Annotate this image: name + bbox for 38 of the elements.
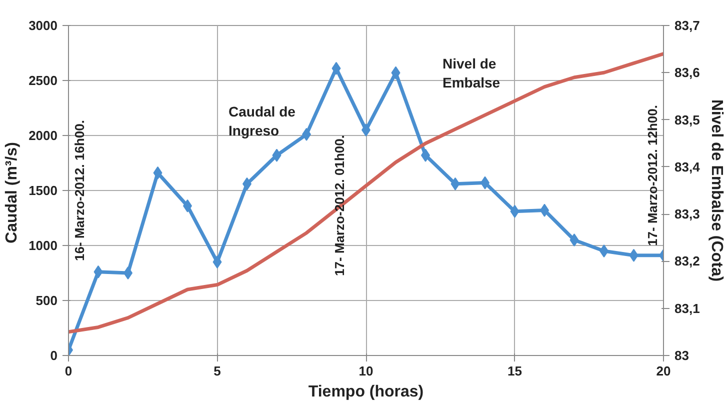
point <box>332 62 341 75</box>
y2-tick-label: 83,4 <box>674 159 701 174</box>
x-tick-label: 15 <box>508 364 522 378</box>
y2-tick-label: 83,5 <box>674 112 700 128</box>
y-tick-label: 500 <box>36 293 58 308</box>
point <box>212 256 222 268</box>
y-axis-title: Caudal (m³/s) <box>4 142 21 244</box>
y-tick-label: 3000 <box>28 18 58 33</box>
series-label: Nivel de Embalse <box>442 56 500 91</box>
series-label: Caudal de Ingreso <box>228 104 296 139</box>
x-axis-title: Tiempo (horas) <box>308 384 424 400</box>
x-tick-label: 20 <box>656 364 671 378</box>
y2-axis-title: Nivel de Embalse (Cota) <box>708 99 725 282</box>
point <box>272 148 282 162</box>
y2-tick-label: 83,1 <box>674 300 700 316</box>
y-tick-label: 2500 <box>28 73 58 88</box>
y2-tick-label: 83 <box>674 348 689 363</box>
point <box>570 234 579 246</box>
y2-tick-label: 83,6 <box>674 65 700 80</box>
x-tick-label: 10 <box>358 364 374 378</box>
y2-tick-label: 83,3 <box>674 206 700 222</box>
y-tick-label: 0 <box>50 348 58 363</box>
annotation: 16- Marzo-2012. 16h00. <box>72 120 87 261</box>
x-tick-label: 0 <box>64 364 72 378</box>
annotation: 17- Marzo-2012. 12h00. <box>645 105 660 246</box>
annotation: 17- Marzo-2012. 01h00. <box>332 135 347 276</box>
point <box>510 204 520 218</box>
x-tick-label: 5 <box>214 364 221 378</box>
point <box>450 177 460 190</box>
point <box>391 66 400 80</box>
point <box>629 248 638 262</box>
point <box>153 166 162 180</box>
y-tick-label: 1500 <box>28 183 58 198</box>
y-tick-label: 1000 <box>28 238 58 253</box>
point <box>94 265 103 278</box>
y2-tick-label: 83,2 <box>674 254 700 269</box>
y2-tick-label: 83,7 <box>674 18 700 33</box>
y-tick-label: 2000 <box>28 128 58 143</box>
